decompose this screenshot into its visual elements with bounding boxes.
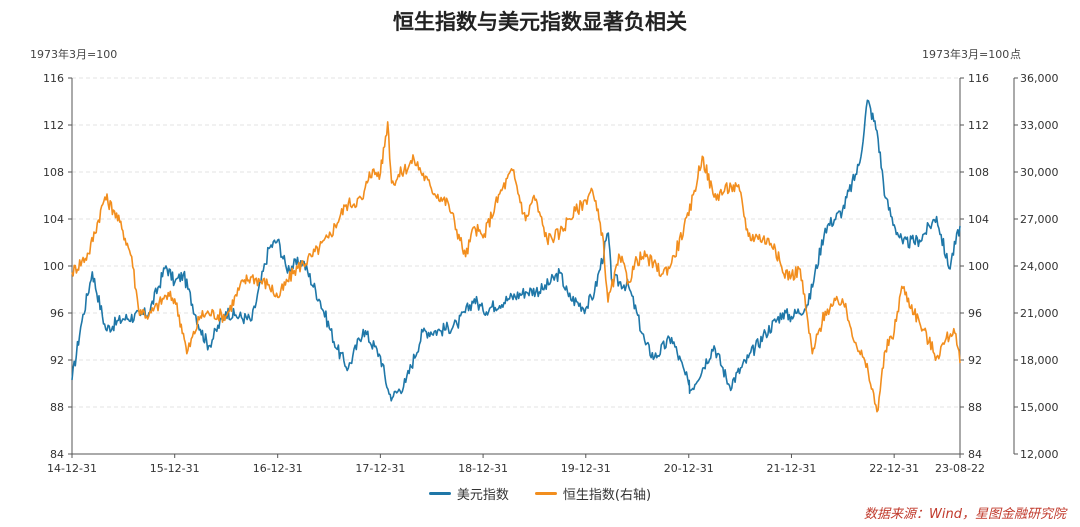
x-axis-tick-label: 23-08-22 <box>935 462 985 475</box>
legend-label-usd: 美元指数 <box>456 488 509 503</box>
right-axis-2-tick-label: 21,000 <box>1020 307 1059 320</box>
x-axis-tick-label: 20-12-31 <box>664 462 714 475</box>
x-axis-tick-label: 22-12-31 <box>869 462 919 475</box>
x-axis-tick-label: 18-12-31 <box>458 462 508 475</box>
x-axis-tick-label: 16-12-31 <box>253 462 303 475</box>
left-axis-tick-label: 112 <box>43 119 64 132</box>
right-axis-2-tick-label: 15,000 <box>1020 401 1059 414</box>
right-axis-tick-label: 112 <box>968 119 989 132</box>
hsi-index-line <box>71 121 961 413</box>
legend-label-hsi: 恒生指数(右轴) <box>562 488 652 503</box>
left-axis-tick-label: 92 <box>50 354 64 367</box>
right-axis-tick-label: 104 <box>968 213 989 226</box>
left-axis-tick-label: 96 <box>50 307 64 320</box>
right-axis-2-tick-label: 27,000 <box>1020 213 1059 226</box>
chart-title: 恒生指数与美元指数显著负相关 <box>393 10 687 34</box>
right-axis-tick-label: 116 <box>968 72 989 85</box>
right-axis-2-tick-label: 18,000 <box>1020 354 1059 367</box>
left-axis-tick-label: 104 <box>43 213 64 226</box>
right-axis-tick-label: 92 <box>968 354 982 367</box>
right-axis-tick-label: 108 <box>968 166 989 179</box>
right-axis-tick-label: 88 <box>968 401 982 414</box>
right-axis-unit-points: 点 <box>1010 48 1021 61</box>
data-source-note: 数据来源：Wind，星图金融研究院 <box>864 507 1066 522</box>
left-axis-tick-label: 100 <box>43 260 64 273</box>
right-axis-2-tick-label: 36,000 <box>1020 72 1059 85</box>
legend-swatch-hsi <box>534 492 557 495</box>
right-axis-tick-label: 96 <box>968 307 982 320</box>
right-axis-2-tick-label: 33,000 <box>1020 119 1059 132</box>
x-axis-tick-label: 21-12-31 <box>766 462 816 475</box>
x-axis-tick-label: 14-12-31 <box>47 462 97 475</box>
legend: 美元指数 恒生指数(右轴) <box>0 484 1080 503</box>
left-axis-unit: 1973年3月=100 <box>30 48 118 61</box>
usd-index-line <box>71 99 961 402</box>
right-axis-tick-label: 84 <box>968 448 982 461</box>
right-axis-tick-label: 100 <box>968 260 989 273</box>
left-axis-tick-label: 108 <box>43 166 64 179</box>
x-axis-tick-label: 15-12-31 <box>150 462 200 475</box>
legend-item-usd[interactable]: 美元指数 <box>428 484 509 503</box>
legend-item-hsi[interactable]: 恒生指数(右轴) <box>534 484 652 503</box>
left-axis-tick-label: 116 <box>43 72 64 85</box>
right-axis-2-tick-label: 12,000 <box>1020 448 1059 461</box>
x-axis-tick-label: 19-12-31 <box>561 462 611 475</box>
right-axis-unit: 1973年3月=100 <box>922 48 1010 61</box>
x-axis-tick-label: 17-12-31 <box>355 462 405 475</box>
legend-swatch-usd <box>428 492 451 495</box>
left-axis-tick-label: 88 <box>50 401 64 414</box>
left-axis-tick-label: 84 <box>50 448 64 461</box>
right-axis-2-tick-label: 24,000 <box>1020 260 1059 273</box>
right-axis-2-tick-label: 30,000 <box>1020 166 1059 179</box>
